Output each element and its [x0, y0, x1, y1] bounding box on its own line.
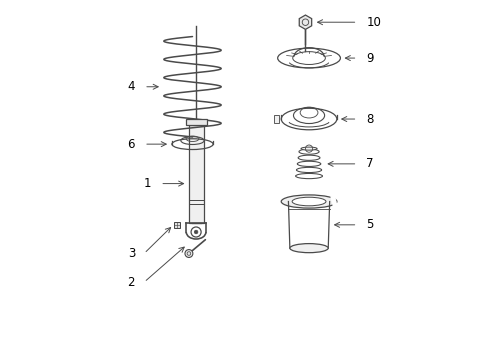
Bar [188, 126, 203, 223]
Circle shape [184, 249, 192, 257]
Text: 7: 7 [366, 157, 373, 170]
Text: 8: 8 [366, 113, 373, 126]
Circle shape [194, 230, 198, 234]
Bar [185, 119, 206, 126]
Ellipse shape [301, 147, 317, 150]
Ellipse shape [291, 197, 325, 206]
Bar [274, 116, 279, 123]
Text: 2: 2 [127, 276, 135, 289]
Ellipse shape [281, 195, 336, 208]
Text: 9: 9 [366, 51, 373, 64]
Bar [174, 222, 180, 228]
Text: 5: 5 [366, 218, 373, 231]
Text: 4: 4 [127, 80, 135, 93]
Ellipse shape [289, 244, 327, 253]
Text: 1: 1 [143, 177, 151, 190]
Text: 3: 3 [127, 247, 135, 260]
Text: 10: 10 [366, 16, 381, 29]
Text: 6: 6 [127, 138, 135, 150]
